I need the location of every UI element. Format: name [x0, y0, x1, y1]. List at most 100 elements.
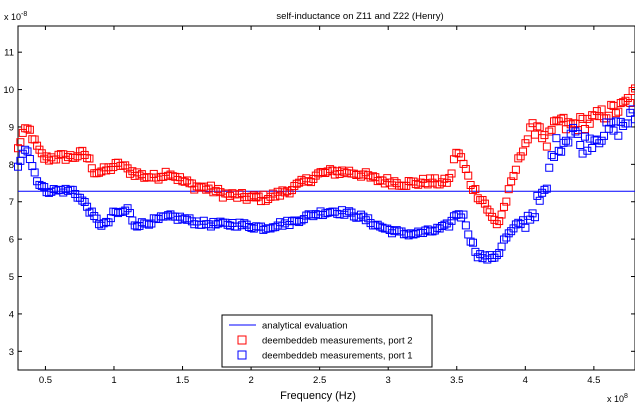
port1-marker [104, 218, 113, 227]
port2-marker [447, 169, 456, 178]
y-exponent-superscript: -8 [21, 11, 27, 18]
port2-marker [283, 187, 292, 196]
port2-marker [495, 217, 504, 226]
legend-label-port2: deembeddeb measurements, port 2 [262, 336, 413, 347]
port2-marker [480, 199, 489, 208]
port1-marker [521, 223, 530, 232]
y-tick-label: 8 [9, 160, 14, 171]
port2-marker [411, 180, 420, 189]
port1-marker [614, 131, 623, 140]
port1-marker [23, 147, 32, 156]
port2-marker [16, 138, 25, 147]
port2-marker [502, 197, 511, 206]
port1-marker [538, 188, 547, 197]
port1-marker [80, 198, 89, 207]
port1-marker [550, 152, 559, 161]
x-tick-label: 1 [111, 375, 116, 386]
port1-marker [128, 216, 137, 225]
legend: analytical evaluation deembeddeb measure… [221, 314, 433, 368]
port1-marker [123, 204, 132, 213]
port1-marker [507, 227, 516, 236]
port1-marker [37, 181, 46, 190]
port2-marker [607, 100, 616, 109]
port1-marker [309, 212, 318, 221]
port1-marker [580, 132, 589, 141]
port1-marker [547, 151, 556, 160]
port1-marker [166, 210, 175, 219]
port2-marker [542, 142, 551, 151]
port2-marker [123, 164, 132, 173]
y-tick-label: 7 [9, 197, 14, 208]
port2-marker [402, 181, 411, 190]
port1-marker [466, 237, 475, 246]
port1-marker [495, 248, 504, 257]
port1-marker [502, 233, 511, 242]
port1-marker [121, 206, 130, 215]
y-tick-label: 5 [9, 272, 14, 283]
port2-marker [545, 127, 554, 136]
port1-marker [83, 202, 92, 211]
port2-marker [445, 173, 454, 182]
port2-marker [166, 170, 175, 179]
port1-marker [471, 247, 480, 256]
port2-marker [611, 109, 620, 118]
port1-marker [514, 218, 523, 227]
port1-marker [183, 215, 192, 224]
port1-marker [461, 221, 470, 230]
port1-marker [578, 149, 587, 158]
port1-marker [492, 251, 501, 260]
port1-marker [445, 222, 454, 231]
port1-marker [583, 146, 592, 155]
port1-marker [92, 214, 101, 223]
port2-marker [442, 178, 451, 187]
port2-marker [85, 154, 94, 163]
port2-marker [592, 107, 601, 116]
port2-marker [211, 186, 220, 195]
port1-marker [14, 162, 22, 171]
chart-title: self-inductance on Z11 and Z22 (Henry) [276, 11, 443, 22]
port1-marker [604, 124, 613, 133]
port1-marker [559, 138, 568, 147]
port1-marker [623, 119, 632, 128]
port2-marker [261, 196, 270, 205]
port2-marker [519, 147, 528, 156]
port2-marker [623, 94, 632, 103]
port2-marker [466, 181, 475, 190]
y-exponent-label: x 10-8 [4, 11, 27, 22]
port2-marker [547, 125, 556, 134]
port1-marker [504, 229, 513, 238]
port2-marker [249, 191, 258, 200]
x-axis-label: Frequency (Hz) [280, 390, 356, 402]
x-tick-label: 0.5 [39, 375, 52, 386]
port1-marker [68, 185, 77, 194]
port1-marker [99, 219, 108, 228]
port1-marker [535, 196, 544, 205]
port2-marker [631, 84, 635, 93]
port2-marker [616, 99, 625, 108]
port2-marker [559, 113, 568, 122]
port1-marker [490, 253, 499, 262]
port2-marker [535, 123, 544, 132]
port2-marker [271, 192, 280, 201]
port1-marker [588, 143, 597, 152]
port2-marker [78, 146, 87, 155]
port1-marker [611, 117, 620, 126]
port2-marker [473, 194, 482, 203]
port1-marker [40, 183, 49, 192]
port1-marker [607, 118, 616, 127]
port2-marker [516, 152, 525, 161]
port2-marker [507, 177, 516, 186]
port2-marker [621, 96, 630, 105]
port2-marker [71, 153, 80, 162]
y-tick-label: 10 [3, 85, 14, 96]
port2-marker [52, 155, 61, 164]
port2-marker [511, 165, 520, 174]
y-tick-label: 6 [9, 235, 14, 246]
legend-label-port1: deembeddeb measurements, port 1 [262, 351, 413, 362]
legend-box [221, 314, 433, 368]
port1-marker [392, 226, 401, 235]
port1-marker [361, 216, 370, 225]
port1-marker [511, 220, 520, 229]
port1-marker [90, 212, 99, 221]
